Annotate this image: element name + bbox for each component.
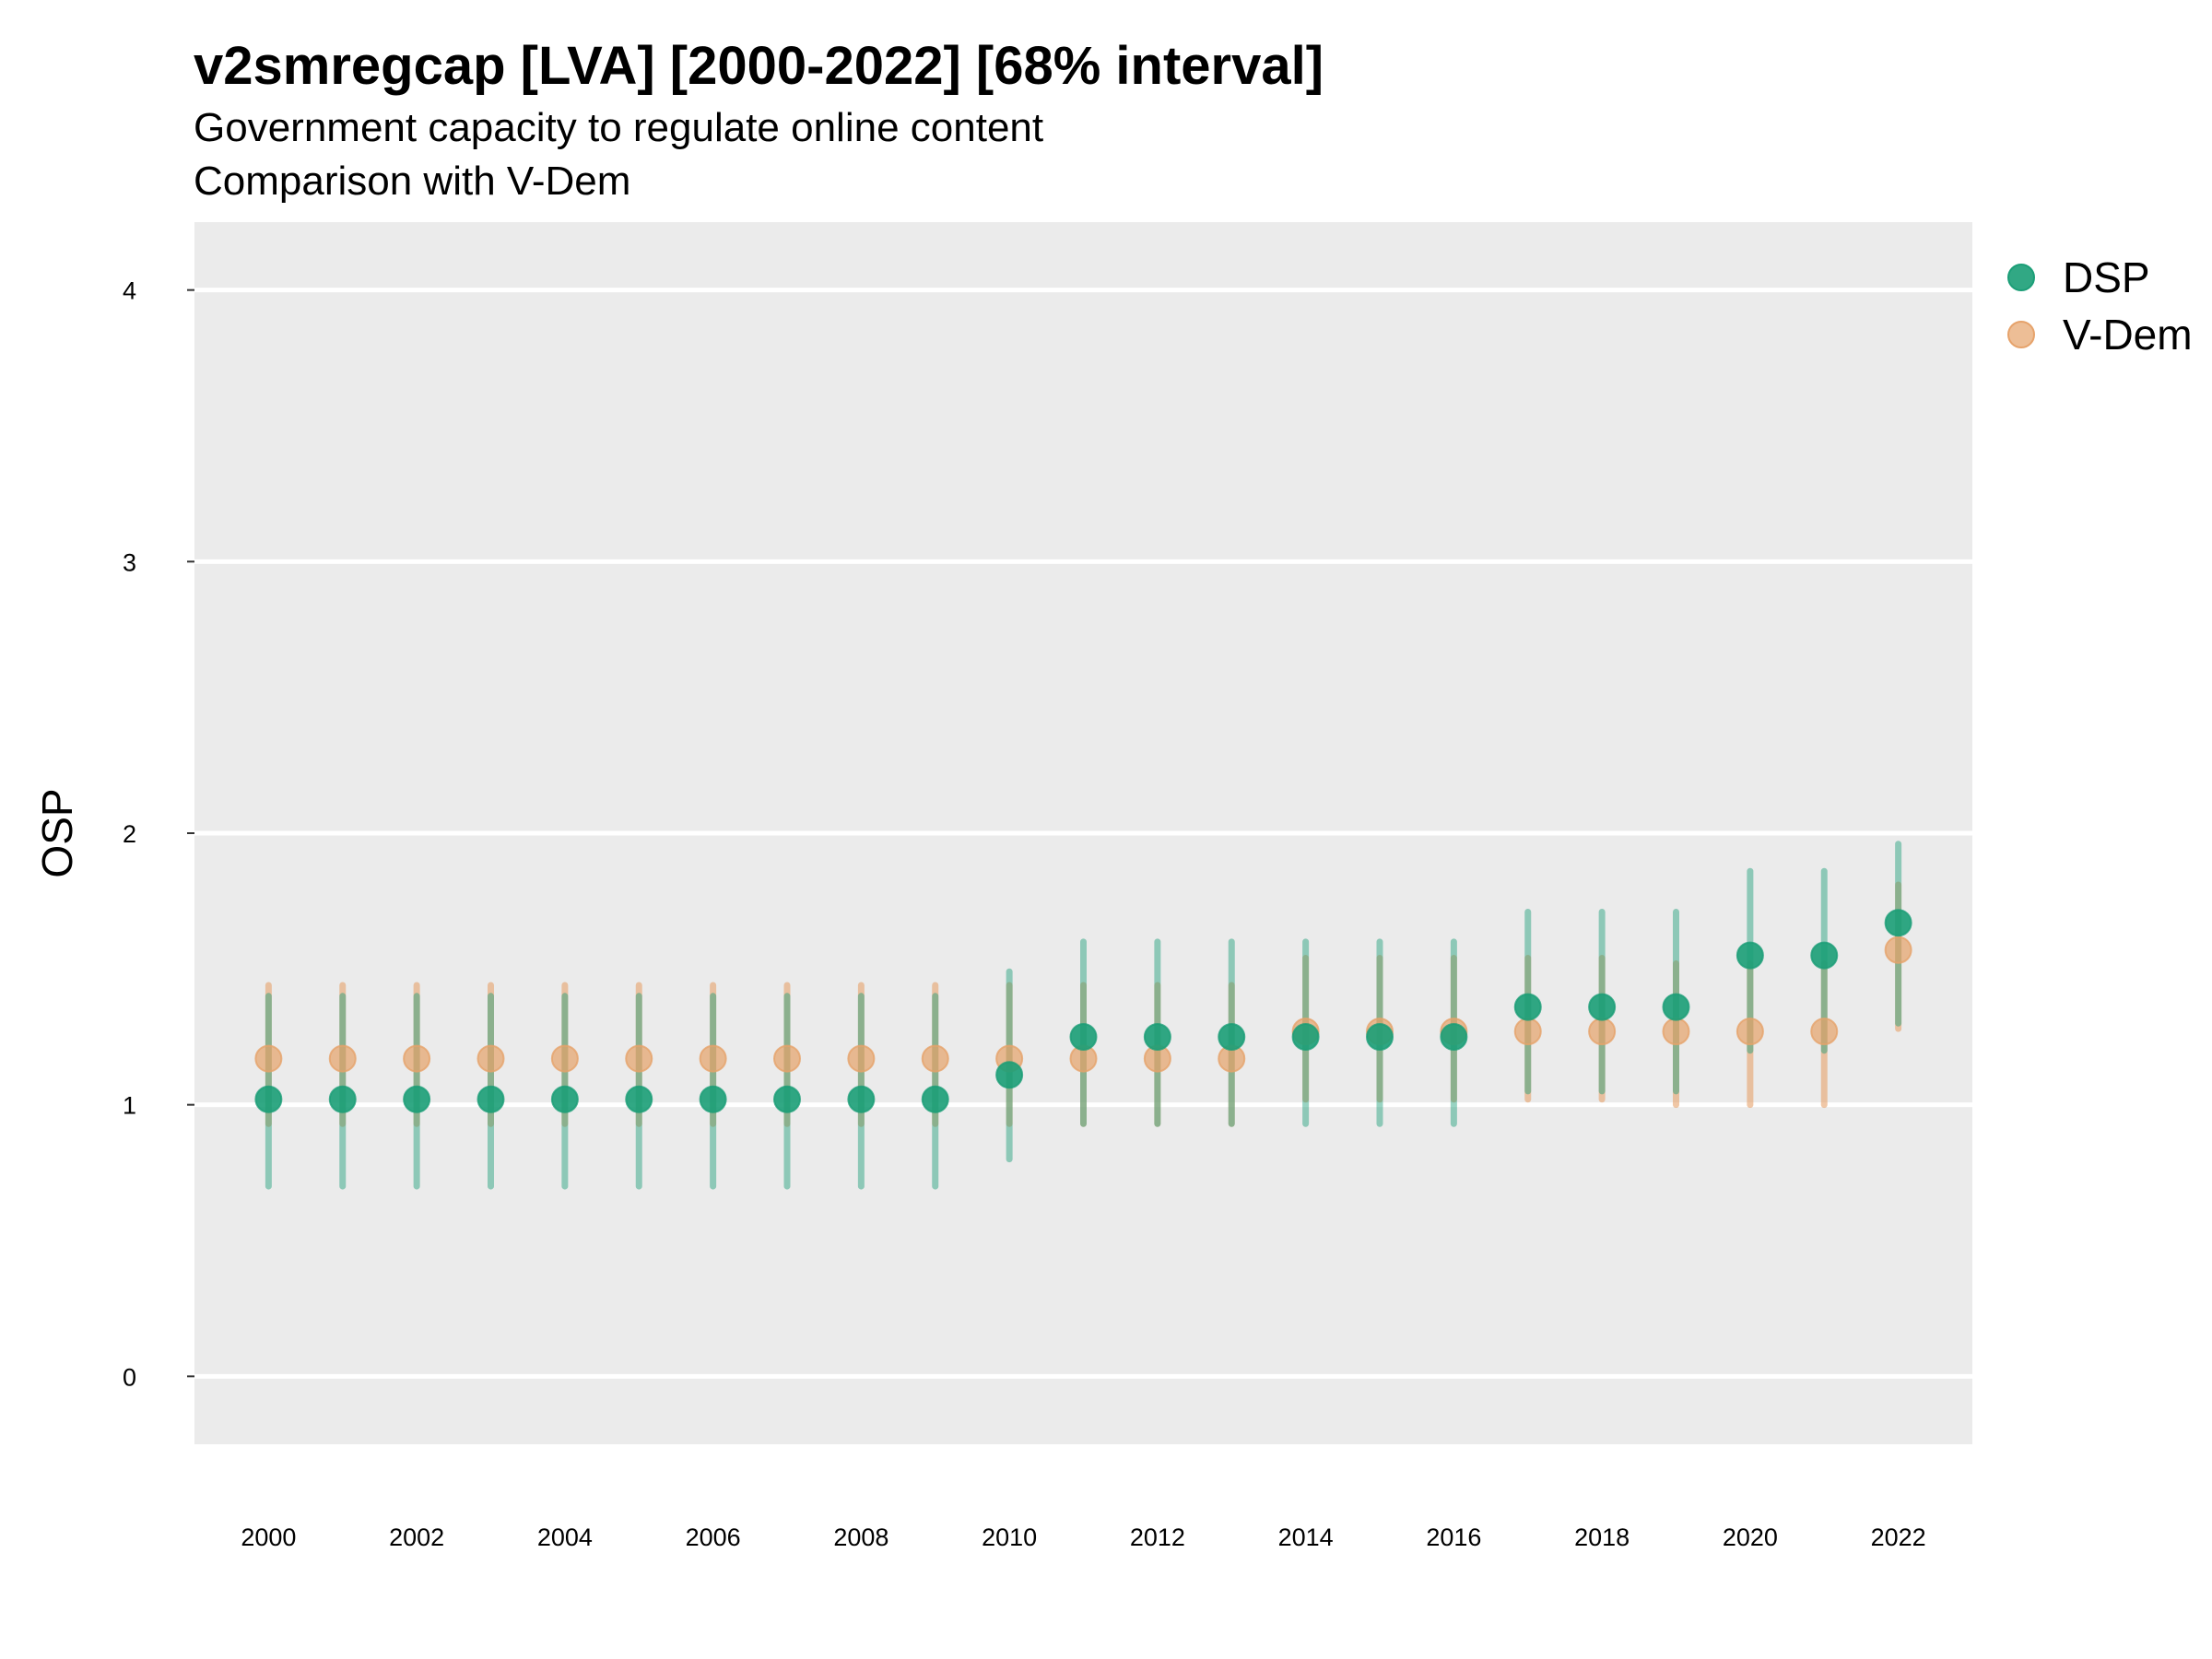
chart-subtitle: Government capacity to regulate online c… (194, 105, 1044, 150)
data-point (625, 1085, 653, 1113)
data-point (847, 1085, 876, 1113)
data-point (773, 1044, 801, 1073)
data-point (328, 1044, 357, 1073)
data-point (403, 1044, 431, 1073)
x-tick-label: 2004 (537, 1524, 593, 1551)
x-tick-label: 2006 (686, 1524, 741, 1551)
data-point (699, 1085, 727, 1113)
x-tick-label: 2008 (833, 1524, 888, 1551)
y-tick-label: 4 (123, 277, 136, 305)
data-point (1440, 1023, 1468, 1051)
x-tick-label: 2016 (1426, 1524, 1481, 1551)
data-point (847, 1044, 876, 1073)
data-point (403, 1085, 431, 1113)
data-point (477, 1044, 505, 1073)
legend-label: V-Dem (2063, 311, 2193, 359)
data-point (1218, 1023, 1246, 1051)
x-tick-label: 2022 (1871, 1524, 1926, 1551)
data-point (1662, 993, 1690, 1021)
data-point (1513, 1018, 1542, 1046)
legend: DSP V-Dem (2007, 253, 2193, 359)
x-tick-label: 2018 (1574, 1524, 1630, 1551)
y-tick-label: 2 (123, 820, 136, 848)
data-point (1143, 1023, 1171, 1051)
data-point (1884, 909, 1912, 937)
data-point (550, 1085, 579, 1113)
data-point (550, 1044, 579, 1073)
data-point (1735, 1018, 1764, 1046)
data-point (625, 1044, 653, 1073)
data-point (1069, 1023, 1098, 1051)
data-point (1588, 1018, 1617, 1046)
legend-label: DSP (2063, 253, 2150, 301)
x-tick-label: 2014 (1278, 1524, 1334, 1551)
data-point (1810, 941, 1839, 970)
data-point (1884, 935, 1912, 964)
x-tick-label: 2020 (1723, 1524, 1778, 1551)
data-point (1291, 1023, 1320, 1051)
data-point (1588, 993, 1617, 1021)
data-point (773, 1085, 801, 1113)
data-point (699, 1044, 727, 1073)
data-point (921, 1044, 949, 1073)
data-point (328, 1085, 357, 1113)
chart-subtitle-comparison: Comparison with V-Dem (194, 159, 631, 204)
data-point (1810, 1018, 1839, 1046)
x-tick-label: 2002 (389, 1524, 444, 1551)
data-point (1366, 1023, 1394, 1051)
data-point (477, 1085, 505, 1113)
data-point (1662, 1018, 1690, 1046)
legend-key (2007, 321, 2035, 348)
data-point (254, 1044, 283, 1073)
chart-title: v2smregcap [LVA] [2000-2022] [68% interv… (194, 36, 1324, 96)
x-tick-label: 2000 (241, 1524, 296, 1551)
data-point (921, 1085, 949, 1113)
x-tick-label: 2012 (1130, 1524, 1185, 1551)
y-tick-label: 3 (123, 548, 136, 576)
x-tick-label: 2010 (982, 1524, 1037, 1551)
data-point (1513, 993, 1542, 1021)
data-points (254, 909, 1912, 1113)
y-axis-title: OSP (33, 788, 81, 877)
y-tick-label: 0 (123, 1363, 136, 1391)
legend-key (2007, 264, 2035, 291)
data-point (254, 1085, 283, 1113)
y-tick-label: 1 (123, 1092, 136, 1120)
data-point (995, 1061, 1024, 1089)
x-axis: 2000 2002 2004 2006 2008 2010 2012 2014 2016 2018… (241, 1524, 1925, 1551)
data-point (1735, 941, 1764, 970)
y-axis: 0 1 2 3 4 (123, 277, 194, 1391)
